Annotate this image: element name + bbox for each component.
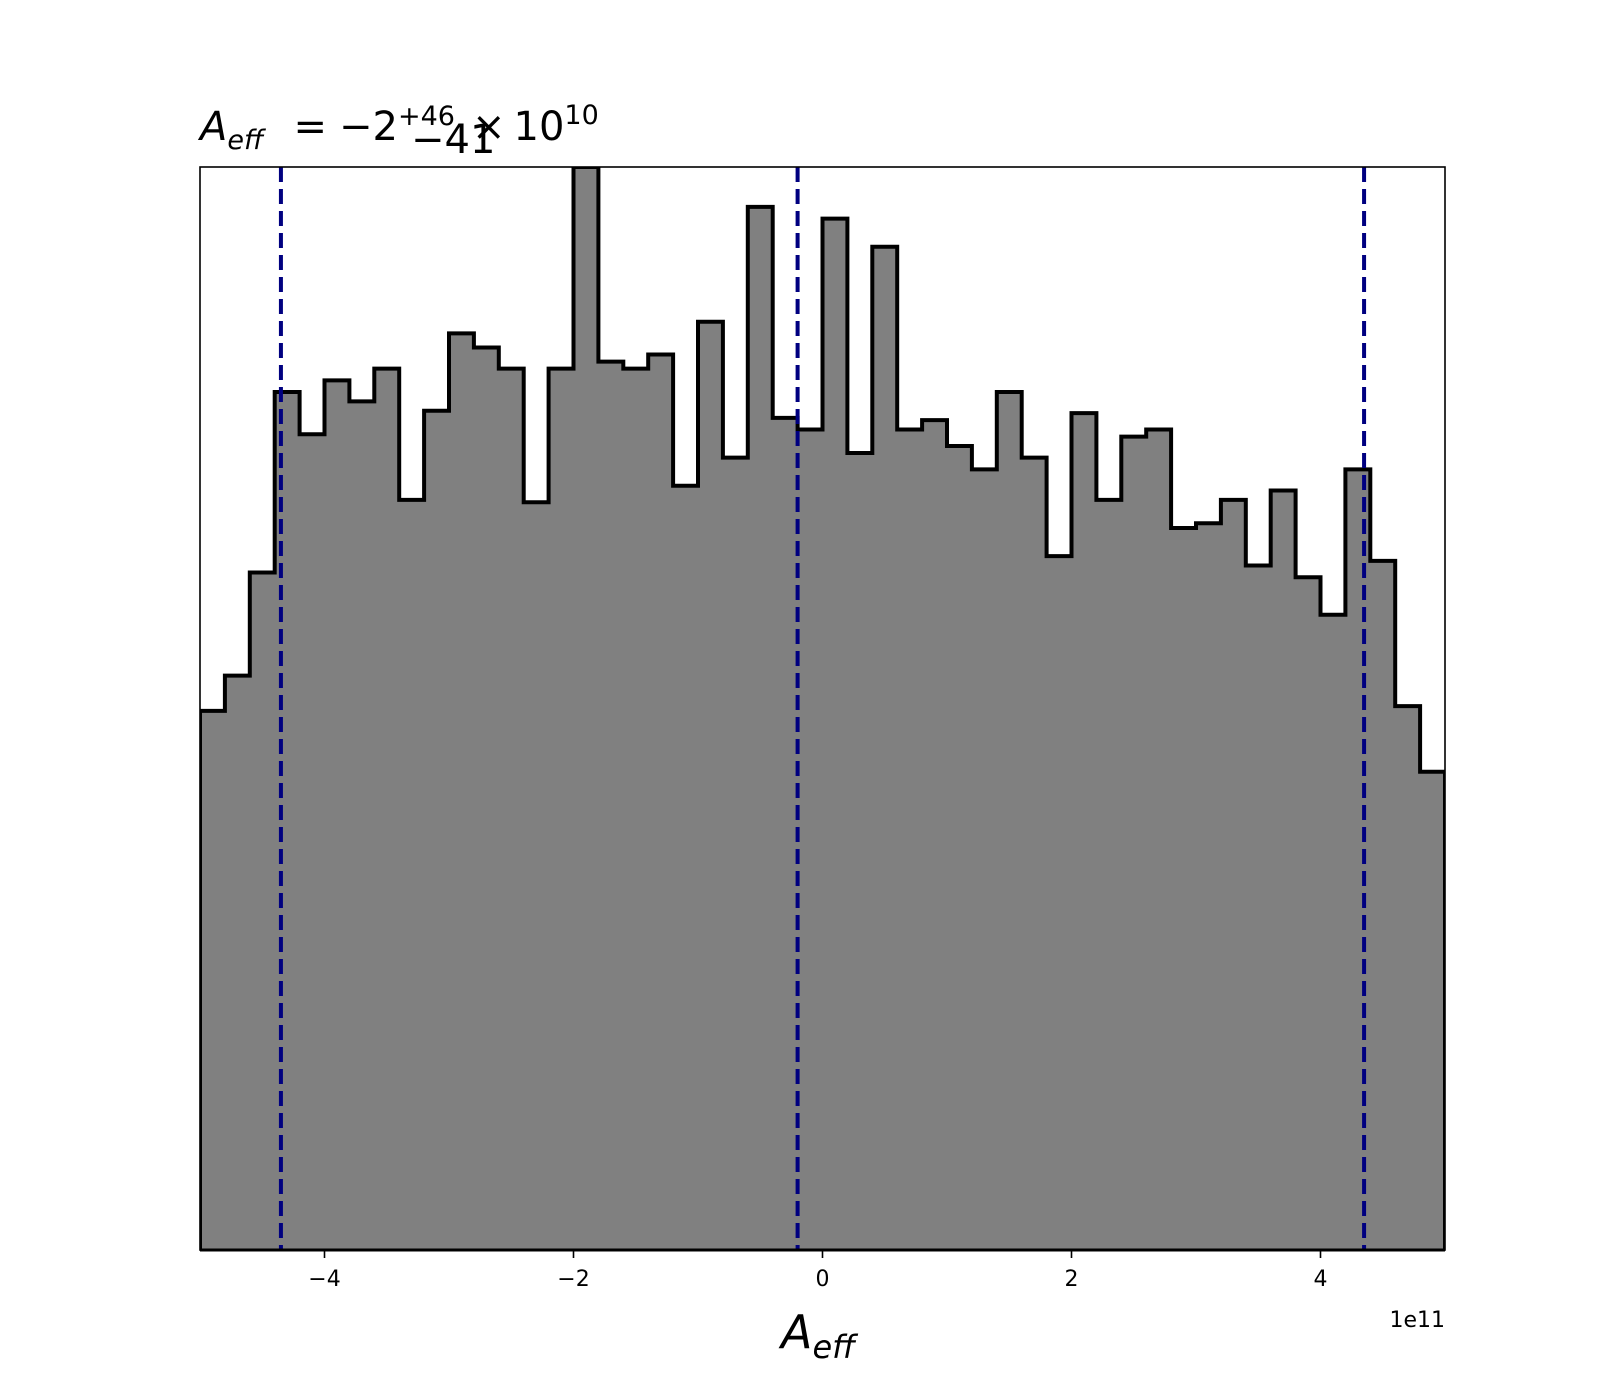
histogram-bar: [1121, 436, 1147, 1250]
histogram-bar: [523, 502, 550, 1250]
histogram-bar: [897, 429, 923, 1250]
histogram-bar: [1021, 457, 1048, 1250]
x-tick-label: −2: [557, 1267, 589, 1292]
chart-title: Aeff = −2+46: [197, 101, 455, 156]
histogram-bar: [1345, 469, 1371, 1250]
histogram-bar: [648, 354, 674, 1250]
histogram-bar: [698, 321, 724, 1250]
histogram-bar: [1420, 771, 1445, 1250]
title-lower: −41: [411, 117, 495, 163]
x-axis-label-symbol: A: [778, 1305, 812, 1359]
title-base: 10: [514, 104, 565, 150]
histogram-bar: [673, 485, 699, 1250]
title-exponent: 10: [564, 100, 598, 131]
histogram-bar: [822, 218, 848, 1250]
histogram-bar: [374, 368, 400, 1250]
title-symbol: A: [197, 104, 227, 150]
histogram-bar: [473, 347, 500, 1250]
histogram-bar: [224, 675, 251, 1250]
title-upper: +46: [398, 101, 455, 132]
histogram-bar: [1270, 490, 1297, 1250]
x-offset-label: 1e11: [1389, 1308, 1445, 1333]
title-times: ×: [472, 104, 506, 150]
histogram-outline: [200, 167, 1445, 1250]
histogram-bar: [274, 392, 301, 1250]
histogram-bar: [324, 380, 350, 1250]
histogram-bar: [1220, 499, 1247, 1250]
histogram-bar: [872, 246, 898, 1250]
histogram-bar: [1046, 556, 1073, 1250]
histogram-bar: [772, 417, 799, 1250]
title-equals: =: [293, 104, 327, 150]
histogram-bar: [349, 401, 375, 1250]
histogram-bar: [548, 368, 575, 1250]
histogram-bar: [1196, 523, 1222, 1250]
histogram-bar: [1320, 614, 1346, 1250]
histogram-bar: [249, 572, 276, 1250]
histogram-bars: [200, 167, 1445, 1250]
histogram-bar: [996, 392, 1023, 1250]
histogram-bar: [1370, 560, 1396, 1250]
title-median: −2: [339, 104, 398, 150]
histogram-bar: [947, 445, 973, 1250]
quantile-lines: [278, 167, 1367, 1250]
histogram-bar: [573, 167, 599, 1250]
histogram-bar: [1146, 429, 1172, 1250]
histogram-bar: [1071, 413, 1097, 1250]
title-symbol-sub: eff: [227, 125, 266, 156]
histogram-bar: [498, 368, 525, 1250]
x-axis-label-sub: eff: [812, 1328, 859, 1366]
histogram-bar: [747, 206, 774, 1250]
histogram-bar: [449, 333, 475, 1250]
histogram-bar: [971, 469, 998, 1250]
histogram-bar: [598, 361, 624, 1250]
histogram-bar: [847, 452, 873, 1250]
histogram-bar: [299, 434, 326, 1250]
histogram-bar: [623, 368, 649, 1250]
histogram-bar: [797, 429, 824, 1250]
histogram-bar: [1245, 565, 1272, 1250]
histogram-bar: [1295, 577, 1322, 1250]
x-tick-label: 2: [1065, 1267, 1079, 1292]
histogram-bar: [200, 710, 226, 1250]
x-axis-ticks: −4 −2 0 2 4: [308, 1250, 1328, 1292]
x-tick-label: 4: [1314, 1267, 1328, 1292]
histogram-bar: [1395, 706, 1421, 1250]
x-axis-label: Aeff: [778, 1305, 859, 1366]
plot-area: [199, 166, 1446, 1252]
histogram-bar: [1171, 528, 1197, 1250]
x-tick-label: −4: [308, 1267, 340, 1292]
x-tick-label: 0: [816, 1267, 830, 1292]
histogram-bar: [922, 420, 948, 1250]
histogram-bar: [399, 499, 425, 1250]
title-scale: × 1010: [472, 100, 599, 150]
histogram-bar: [1096, 499, 1122, 1250]
histogram-bar: [424, 410, 450, 1250]
histogram-bar: [722, 457, 749, 1250]
